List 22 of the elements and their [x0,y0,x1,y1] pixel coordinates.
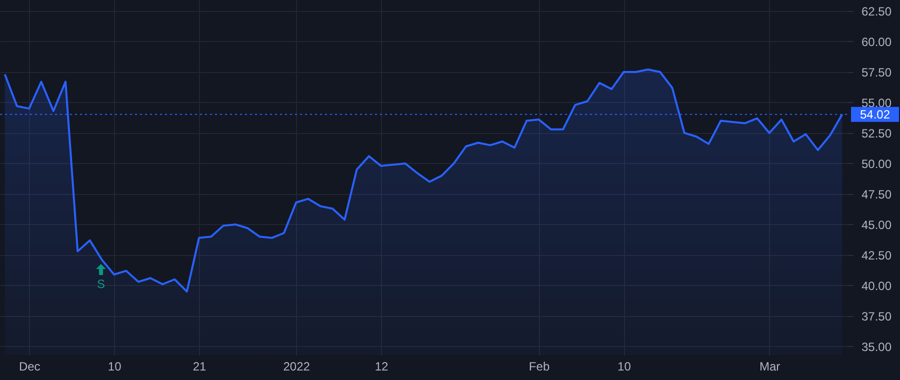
annotation: S [96,277,106,291]
y-tick-label: 55.00 [862,96,892,110]
y-tick-label: 52.50 [862,126,892,140]
y-tick-label: 60.00 [862,34,892,49]
x-tick-label: 10 [108,360,122,374]
x-tick-label: 10 [618,360,632,374]
y-tick-label: 47.50 [862,187,892,202]
x-tick-label: Mar [760,360,780,374]
y-tick-label: 45.00 [862,218,892,232]
x-tick-label: 12 [374,360,389,374]
y-tick-label: 57.50 [862,65,892,80]
ref-line-label: 54.02 [860,107,890,122]
y-tick-label: 62.50 [862,4,892,18]
y-tick-label: 42.50 [862,248,892,262]
y-tick-label: 35.00 [862,340,892,354]
x-tick-label: 2022 [283,360,310,374]
x-tick-label: 21 [192,360,207,374]
x-tick-label: Feb [528,360,550,374]
y-tick-label: 37.50 [862,309,892,324]
y-tick-label: 50.00 [862,156,892,171]
y-tick-label: 40.00 [862,278,892,293]
x-tick-label: Dec [18,360,40,374]
